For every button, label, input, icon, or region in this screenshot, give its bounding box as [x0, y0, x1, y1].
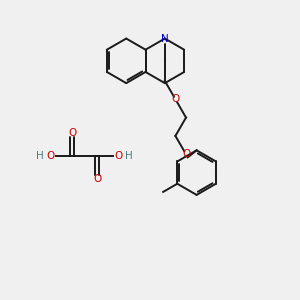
Text: O: O [171, 94, 179, 104]
Text: O: O [46, 151, 55, 161]
Text: O: O [68, 128, 76, 138]
Text: O: O [182, 149, 190, 159]
Text: N: N [161, 34, 169, 44]
Text: H: H [125, 151, 133, 161]
Text: H: H [37, 151, 44, 161]
Text: O: O [115, 151, 123, 161]
Text: O: O [93, 174, 101, 184]
